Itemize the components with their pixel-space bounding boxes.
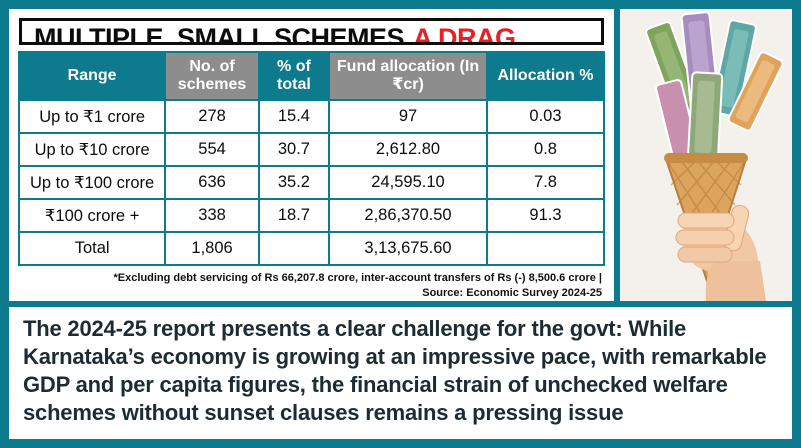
footnote: *Excluding debt servicing of Rs 66,207.8… bbox=[21, 271, 602, 301]
table-header-row: Range No. of schemes % of total Fund all… bbox=[17, 51, 606, 102]
col-header-fund: Fund allocation (In ₹cr) bbox=[328, 51, 488, 102]
cell-schemes: 338 bbox=[164, 198, 260, 234]
cell-schemes: 554 bbox=[164, 132, 260, 168]
money-cone-photo bbox=[620, 9, 792, 301]
schemes-table: Range No. of schemes % of total Fund all… bbox=[17, 51, 606, 267]
footnote-line1: *Excluding debt servicing of Rs 66,207.8… bbox=[113, 272, 602, 285]
caption-text: The 2024-25 report presents a clear chal… bbox=[23, 316, 767, 425]
cell-range: Up to ₹10 crore bbox=[17, 132, 167, 168]
headline-main: MULTIPLE, SMALL SCHEMES bbox=[34, 23, 405, 46]
currency-notes-icon bbox=[645, 11, 784, 163]
cell-fund: 24,595.10 bbox=[328, 165, 488, 201]
table-row: ₹100 crore + 338 18.7 2,86,370.50 91.3 bbox=[17, 198, 606, 234]
col-header-pct-total: % of total bbox=[257, 51, 331, 102]
cell-range: Up to ₹1 crore bbox=[17, 99, 167, 135]
top-row: MULTIPLE, SMALL SCHEMES A DRAG Range No. … bbox=[9, 9, 792, 301]
cell-fund: 2,86,370.50 bbox=[328, 198, 488, 234]
cell-alloc-pct: 91.3 bbox=[485, 198, 606, 234]
cell-alloc-pct: 7.8 bbox=[485, 165, 606, 201]
cell-schemes: 636 bbox=[164, 165, 260, 201]
cell-pct-total: 30.7 bbox=[257, 132, 331, 168]
table-row: Up to ₹1 crore 278 15.4 97 0.03 bbox=[17, 99, 606, 135]
hand-icon bbox=[675, 204, 766, 301]
cell-fund: 3,13,675.60 bbox=[328, 231, 488, 267]
cell-fund: 97 bbox=[328, 99, 488, 135]
cell-range: ₹100 crore + bbox=[17, 198, 167, 234]
headline: MULTIPLE, SMALL SCHEMES A DRAG bbox=[19, 18, 604, 46]
table-panel: MULTIPLE, SMALL SCHEMES A DRAG Range No. … bbox=[9, 9, 614, 301]
cell-range: Total bbox=[17, 231, 167, 267]
cell-pct-total bbox=[257, 231, 331, 267]
headline-highlight: A DRAG bbox=[413, 23, 516, 46]
col-header-range: Range bbox=[17, 51, 167, 102]
cell-pct-total: 18.7 bbox=[257, 198, 331, 234]
table-row: Up to ₹10 crore 554 30.7 2,612.80 0.8 bbox=[17, 132, 606, 168]
cell-pct-total: 35.2 bbox=[257, 165, 331, 201]
cell-schemes: 1,806 bbox=[164, 231, 260, 267]
table-row: Up to ₹100 crore 636 35.2 24,595.10 7.8 bbox=[17, 165, 606, 201]
cell-alloc-pct: 0.03 bbox=[485, 99, 606, 135]
money-cone-illustration bbox=[620, 9, 792, 301]
col-header-schemes: No. of schemes bbox=[164, 51, 260, 102]
cell-alloc-pct bbox=[485, 231, 606, 267]
cell-alloc-pct: 0.8 bbox=[485, 132, 606, 168]
caption-panel: The 2024-25 report presents a clear chal… bbox=[9, 307, 792, 439]
col-header-alloc-pct: Allocation % bbox=[485, 51, 606, 102]
cell-range: Up to ₹100 crore bbox=[17, 165, 167, 201]
cell-pct-total: 15.4 bbox=[257, 99, 331, 135]
cell-fund: 2,612.80 bbox=[328, 132, 488, 168]
cell-schemes: 278 bbox=[164, 99, 260, 135]
table-row-total: Total 1,806 3,13,675.60 bbox=[17, 231, 606, 267]
footnote-source: Source: Economic Survey 2024-25 bbox=[422, 287, 602, 300]
